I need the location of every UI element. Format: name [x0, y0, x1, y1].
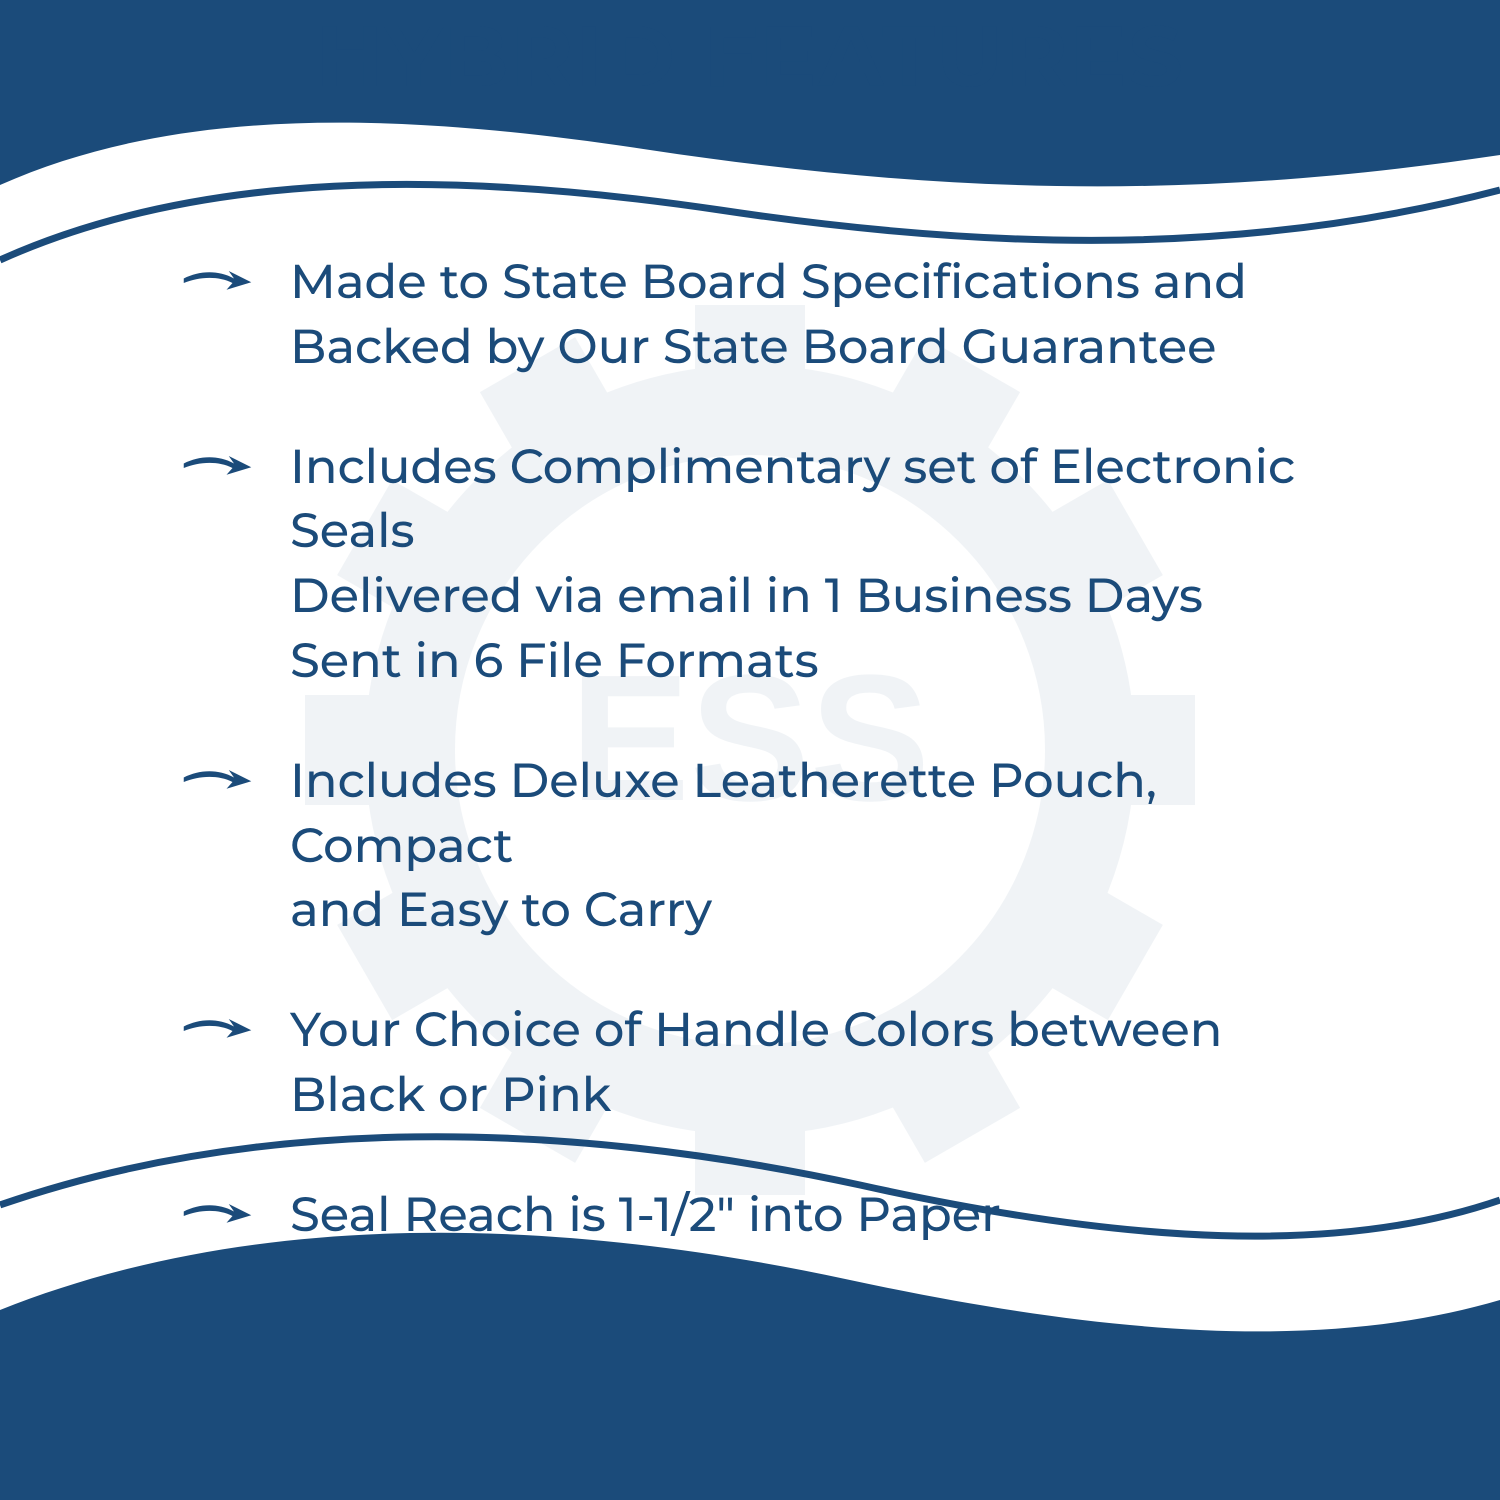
feature-line: Your Choice of Handle Colors between	[290, 998, 1222, 1063]
arrow-icon	[180, 1189, 255, 1239]
feature-item: Your Choice of Handle Colors betweenBlac…	[180, 998, 1390, 1128]
feature-item: Made to State Board Specifications andBa…	[180, 250, 1390, 380]
feature-line: Includes Deluxe Leatherette Pouch, Compa…	[290, 749, 1390, 879]
arrow-icon	[180, 755, 255, 805]
feature-line: Backed by Our State Board Guarantee	[290, 315, 1247, 380]
feature-line: Made to State Board Specifications and	[290, 250, 1247, 315]
arrow-icon	[180, 256, 255, 306]
page-title: HYBRID FEATURES	[0, 5, 1500, 108]
feature-line: Sent in 6 File Formats	[290, 629, 1390, 694]
feature-text: Your Choice of Handle Colors betweenBlac…	[290, 998, 1222, 1128]
feature-item: Seal Reach is 1-1/2" into Paper	[180, 1183, 1390, 1248]
feature-line: Seal Reach is 1-1/2" into Paper	[290, 1183, 1001, 1248]
arrow-icon	[180, 1004, 255, 1054]
feature-line: Delivered via email in 1 Business Days	[290, 564, 1390, 629]
feature-item: Includes Complimentary set of Electronic…	[180, 435, 1390, 694]
feature-list: Made to State Board Specifications andBa…	[180, 250, 1390, 1303]
feature-text: Made to State Board Specifications andBa…	[290, 250, 1247, 380]
infographic-page: ESS HYBRID FEATURES Made to State Board …	[0, 0, 1500, 1500]
feature-text: Includes Deluxe Leatherette Pouch, Compa…	[290, 749, 1390, 943]
feature-line: Includes Complimentary set of Electronic…	[290, 435, 1390, 565]
arrow-icon	[180, 441, 255, 491]
feature-line: Black or Pink	[290, 1063, 1222, 1128]
feature-item: Includes Deluxe Leatherette Pouch, Compa…	[180, 749, 1390, 943]
feature-text: Includes Complimentary set of Electronic…	[290, 435, 1390, 694]
feature-line: and Easy to Carry	[290, 878, 1390, 943]
feature-text: Seal Reach is 1-1/2" into Paper	[290, 1183, 1001, 1248]
